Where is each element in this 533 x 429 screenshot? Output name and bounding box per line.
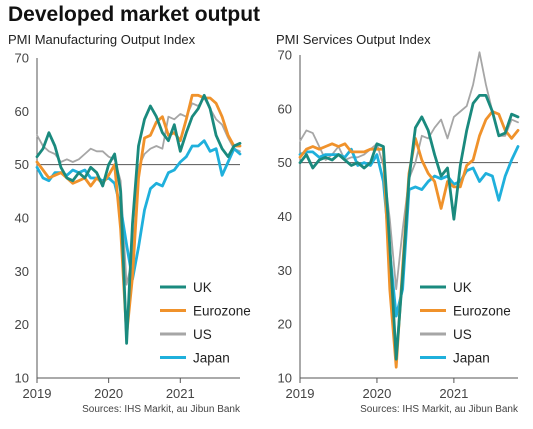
x-tick-label: 2019 [23, 386, 52, 401]
legend-label-japan: Japan [193, 351, 230, 366]
y-tick-label: 10 [15, 371, 29, 386]
y-tick-label: 60 [15, 104, 29, 119]
chart-panel-1: PMI Manufacturing Output Index 10 20 30 40 50… [8, 32, 251, 415]
y-tick-label: 20 [15, 317, 29, 332]
series-line-eurozone [298, 110, 520, 369]
series-line-eurozone [35, 93, 242, 337]
y-tick-label: 20 [278, 317, 292, 332]
y-tick-label: 50 [15, 157, 29, 172]
series-line-uk [35, 93, 242, 345]
x-tick-label: 2021 [439, 386, 468, 401]
y-tick-label: 10 [278, 371, 292, 386]
chart-title: PMI Services Output Index [276, 32, 431, 47]
y-tick-label: 30 [278, 263, 292, 278]
legend-label-eurozone: Eurozone [453, 304, 511, 319]
x-tick-label: 2020 [362, 386, 391, 401]
legend-label-uk: UK [193, 280, 212, 295]
legend-label-us: US [453, 327, 472, 342]
main-title: Developed market output [8, 3, 261, 26]
chart-panel-2: PMI Services Output Index 10 20 30 40 50 60 70 2… [276, 32, 520, 415]
source-note: Sources: IHS Markit, au Jibun Bank [82, 404, 241, 415]
legend-label-japan: Japan [453, 351, 490, 366]
x-tick-label: 2020 [94, 386, 123, 401]
y-tick-label: 50 [278, 155, 292, 170]
legend-label-uk: UK [453, 280, 472, 295]
y-tick-label: 60 [278, 101, 292, 116]
y-tick-label: 40 [15, 211, 29, 226]
series-line-uk [298, 94, 520, 361]
x-tick-label: 2019 [286, 386, 315, 401]
source-note: Sources: IHS Markit, au Jibun Bank [360, 404, 519, 415]
y-tick-label: 70 [278, 48, 292, 63]
y-tick-label: 30 [15, 264, 29, 279]
chart-title: PMI Manufacturing Output Index [8, 32, 196, 47]
x-tick-label: 2021 [166, 386, 195, 401]
y-tick-label: 40 [278, 209, 292, 224]
legend-label-us: US [193, 327, 212, 342]
y-tick-label: 70 [15, 51, 29, 66]
series-line-japan [35, 139, 242, 281]
legend-label-eurozone: Eurozone [193, 304, 251, 319]
